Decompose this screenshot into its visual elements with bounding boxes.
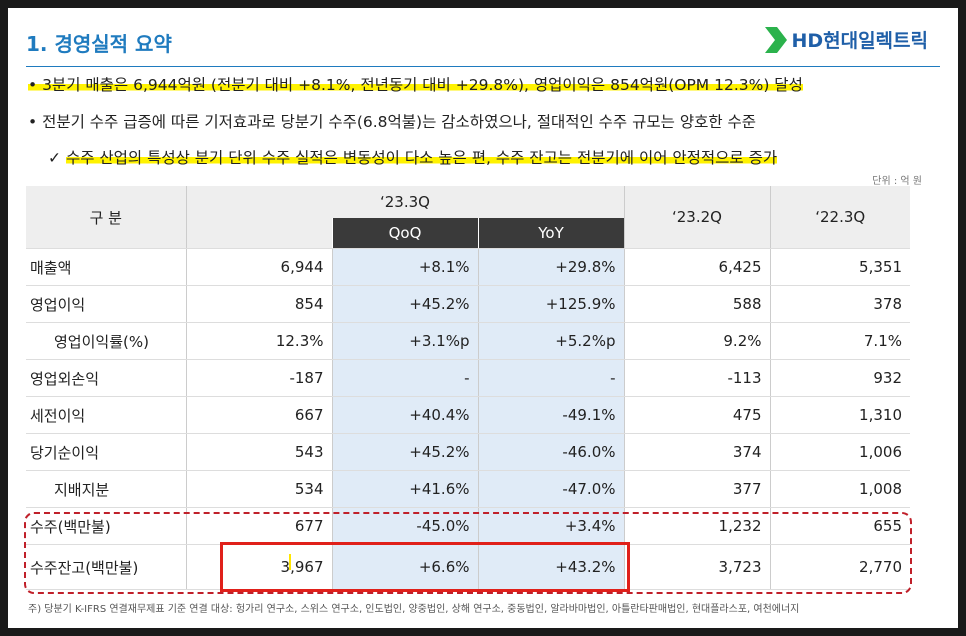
value-23-2q: 588: [623, 285, 770, 323]
value-22-3q: 2,770: [769, 544, 910, 590]
table-row: 영업외손익 -187- - -113 932: [26, 359, 910, 397]
row-label: 매출액: [26, 248, 186, 286]
row-label: 영업이익률(%): [26, 322, 186, 360]
value-yoy: +29.8%: [477, 248, 624, 286]
value-qoq: +40.4%: [331, 396, 478, 434]
value-22-3q: 1,310: [769, 396, 910, 434]
value-23-3q: 12.3%: [185, 322, 332, 360]
row-label: 영업이익: [26, 285, 186, 323]
value-qoq: +3.1%p: [331, 322, 478, 360]
value-yoy: -: [477, 359, 624, 397]
value-22-3q: 7.1%: [769, 322, 910, 360]
footnote: 주) 당분기 K-IFRS 연결재무제표 기준 연결 대상: 헝가리 연구소, …: [28, 604, 800, 615]
value-yoy: -47.0%: [477, 470, 624, 508]
unit-label: 단위 : 억 원: [872, 176, 922, 187]
value-23-2q: 374: [623, 433, 770, 471]
value-23-2q: 6,425: [623, 248, 770, 286]
value-yoy: -46.0%: [477, 433, 624, 471]
value-qoq: +41.6%: [331, 470, 478, 508]
value-22-3q: 932: [769, 359, 910, 397]
bullet-sales-summary: • 3분기 매출은 6,944억원 (전분기 대비 +8.1%, 전년동기 대비…: [28, 73, 803, 95]
row-label: 수주잔고(백만불): [26, 544, 186, 590]
value-22-3q: 1,006: [769, 433, 910, 471]
table-row: 수주잔고(백만불) 3,967 +6.6% +43.2% 3,723 2,770: [26, 544, 910, 590]
page-title: 1. 경영실적 요약: [26, 32, 172, 56]
orders-highlight-dashed: [24, 512, 912, 594]
value-yoy: +43.2%: [477, 544, 624, 590]
table-row: 매출액 6,944 +8.1% +29.8% 6,425 5,351: [26, 248, 910, 286]
value-23-2q: 3,723: [623, 544, 770, 590]
bullet-text: 수주 산업의 특성상 분기 단위 수주 실적은 변동성이 다소 높은 편, 수주…: [65, 149, 778, 167]
backlog-highlight-box: [220, 542, 630, 592]
value-23-3q: 3,967: [185, 544, 332, 590]
header-category: 구 분: [26, 186, 186, 249]
value-yoy: -49.1%: [477, 396, 624, 434]
value-qoq: +6.6%: [331, 544, 478, 590]
value-23-2q: 475: [623, 396, 770, 434]
value-qoq: -: [331, 359, 478, 397]
value-23-3q: 543: [185, 433, 332, 471]
value-23-3q: 667: [185, 396, 332, 434]
table-row: 당기순이익 543 +45.2% -46.0% 374 1,006: [26, 433, 910, 471]
row-label: 영업외손익: [26, 359, 186, 397]
header-23-3q-value: [185, 218, 332, 249]
value-23-3q: 854: [185, 285, 332, 323]
value-23-2q: 377: [623, 470, 770, 508]
header-23-2q: ‘23.2Q: [623, 186, 770, 249]
check-icon: ✓: [48, 149, 61, 167]
title-divider: [26, 66, 940, 67]
slide: 1. 경영실적 요약 HD현대일렉트릭 • 3분기 매출은 6,944억원 (전…: [8, 8, 958, 628]
value-22-3q: 5,351: [769, 248, 910, 286]
value-22-3q: 378: [769, 285, 910, 323]
company-logo: HD현대일렉트릭: [765, 26, 928, 53]
financial-summary-table: 구 분 ‘23.3Q ‘23.2Q ‘22.3Q QoQ YoY 매출액 6,94…: [26, 186, 910, 590]
header-qoq: QoQ: [331, 218, 478, 249]
bullet-text: • 3분기 매출은 6,944억원 (전분기 대비 +8.1%, 전년동기 대비…: [28, 76, 803, 94]
logo-text: HD현대일렉트릭: [791, 30, 928, 52]
row-label: 지배지분: [26, 470, 186, 508]
header-yoy: YoY: [477, 218, 624, 249]
header-23-3q: ‘23.3Q: [185, 186, 624, 218]
table-row: 영업이익 854 +45.2% +125.9% 588 378: [26, 285, 910, 323]
value-qoq: +45.2%: [331, 433, 478, 471]
value-23-2q: -113: [623, 359, 770, 397]
value-23-3q: 534: [185, 470, 332, 508]
value-yoy: +125.9%: [477, 285, 624, 323]
value-yoy: +5.2%p: [477, 322, 624, 360]
logo-arrow-icon: [765, 26, 788, 53]
value-23-2q: 9.2%: [623, 322, 770, 360]
row-label: 당기순이익: [26, 433, 186, 471]
value-qoq: +8.1%: [331, 248, 478, 286]
bullet-orders-summary: • 전분기 수주 급증에 따른 기저효과로 당분기 수주(6.8억불)는 감소하…: [28, 113, 757, 131]
bullet-order-note: ✓ 수주 산업의 특성상 분기 단위 수주 실적은 변동성이 다소 높은 편, …: [48, 146, 778, 168]
value-23-3q: -187: [185, 359, 332, 397]
value-qoq: +45.2%: [331, 285, 478, 323]
table-row: 세전이익 667 +40.4% -49.1% 475 1,310: [26, 396, 910, 434]
row-label: 세전이익: [26, 396, 186, 434]
table-row: 지배지분 534 +41.6% -47.0% 377 1,008: [26, 470, 910, 508]
value-22-3q: 1,008: [769, 470, 910, 508]
header-22-3q: ‘22.3Q: [769, 186, 910, 249]
value-23-3q: 6,944: [185, 248, 332, 286]
text-cursor: [289, 554, 291, 570]
table-row: 영업이익률(%) 12.3% +3.1%p +5.2%p 9.2% 7.1%: [26, 322, 910, 360]
